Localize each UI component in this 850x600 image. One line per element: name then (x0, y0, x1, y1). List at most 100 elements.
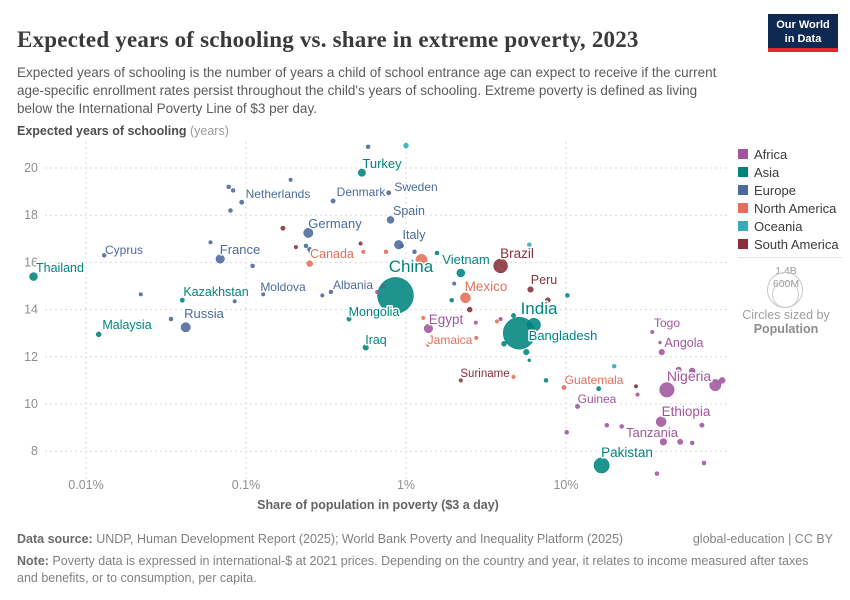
point-egypt[interactable] (423, 323, 433, 334)
data-point[interactable] (449, 297, 454, 303)
data-point[interactable] (365, 144, 371, 150)
data-point[interactable] (226, 184, 231, 190)
point-netherlands[interactable] (239, 199, 245, 205)
point-turkey[interactable] (357, 168, 366, 177)
point-mongolia[interactable] (346, 316, 352, 322)
license-link[interactable]: global-education | CC BY (692, 532, 833, 546)
data-point[interactable] (527, 358, 532, 363)
data-point[interactable] (611, 363, 617, 369)
point-suriname[interactable] (458, 378, 463, 383)
data-point[interactable] (412, 249, 417, 255)
data-point[interactable] (654, 471, 660, 476)
data-point[interactable] (434, 250, 440, 256)
point-iraq[interactable] (362, 344, 369, 351)
point-china[interactable] (377, 277, 414, 314)
data-point[interactable] (494, 319, 499, 324)
legend-item-africa[interactable]: Africa (738, 145, 839, 163)
point-canada[interactable] (306, 260, 313, 267)
point-malaysia[interactable] (95, 331, 102, 338)
legend-item-oceania[interactable]: Oceania (738, 217, 839, 235)
data-point[interactable] (399, 243, 404, 249)
data-point[interactable] (308, 249, 314, 255)
data-point[interactable] (498, 316, 503, 322)
point-pakistan[interactable] (593, 457, 610, 474)
data-point[interactable] (596, 386, 602, 392)
data-point[interactable] (230, 188, 236, 193)
data-point[interactable] (511, 374, 516, 379)
point-guatemala[interactable] (561, 385, 567, 390)
data-point[interactable] (635, 392, 640, 397)
data-point[interactable] (452, 281, 457, 286)
point-brazil[interactable] (493, 258, 508, 274)
data-point[interactable] (523, 349, 530, 356)
point-bangladesh[interactable] (526, 317, 541, 332)
point-togo[interactable] (650, 329, 655, 335)
data-point[interactable] (658, 340, 662, 345)
data-point[interactable] (466, 306, 473, 313)
point-cyprus[interactable] (101, 253, 107, 258)
point-mexico[interactable] (460, 292, 471, 304)
data-point[interactable] (718, 377, 726, 384)
data-point[interactable] (545, 297, 551, 303)
point-tanzania[interactable] (659, 438, 667, 446)
data-point[interactable] (701, 460, 707, 466)
legend-item-europe[interactable]: Europe (738, 181, 839, 199)
data-point[interactable] (473, 320, 478, 325)
data-point[interactable] (378, 187, 383, 192)
point-france[interactable] (215, 254, 225, 264)
point-peru[interactable] (527, 286, 534, 293)
data-point[interactable] (293, 245, 298, 250)
owid-logo[interactable]: Our World in Data (768, 14, 838, 52)
point-nigeria[interactable] (659, 382, 675, 398)
data-point[interactable] (511, 313, 516, 318)
data-point[interactable] (228, 208, 233, 213)
point-germany[interactable] (303, 227, 314, 238)
data-point[interactable] (383, 249, 389, 255)
data-point[interactable] (232, 299, 237, 304)
data-point[interactable] (168, 316, 174, 322)
data-point[interactable] (320, 293, 325, 298)
point-russia[interactable] (180, 322, 191, 333)
point-kazakhstan[interactable] (179, 297, 185, 303)
data-point[interactable] (358, 241, 363, 246)
data-point[interactable] (375, 289, 380, 294)
point-guinea[interactable] (575, 403, 580, 409)
point-vietnam[interactable] (456, 268, 466, 278)
data-point[interactable] (543, 378, 549, 383)
data-point[interactable] (426, 343, 430, 347)
data-point[interactable] (604, 422, 610, 428)
data-point[interactable] (677, 438, 684, 445)
point-denmark[interactable] (330, 198, 336, 204)
point-thailand[interactable] (29, 272, 38, 281)
point-ethiopia[interactable] (655, 416, 667, 427)
legend-item-south-america[interactable]: South America (738, 235, 839, 253)
data-point[interactable] (250, 263, 255, 269)
data-point[interactable] (709, 379, 722, 392)
data-point[interactable] (280, 225, 286, 231)
data-point[interactable] (421, 315, 426, 320)
point-jamaica[interactable] (474, 335, 479, 340)
data-point[interactable] (564, 430, 569, 435)
data-point[interactable] (689, 440, 695, 446)
data-point[interactable] (619, 424, 624, 429)
legend-item-north-america[interactable]: North America (738, 199, 839, 217)
data-point[interactable] (403, 142, 409, 149)
point-angola[interactable] (658, 349, 665, 356)
data-point[interactable] (415, 254, 428, 266)
data-point[interactable] (527, 242, 532, 247)
legend-item-asia[interactable]: Asia (738, 163, 839, 181)
data-point[interactable] (361, 249, 366, 254)
data-point[interactable] (381, 283, 386, 289)
point-sweden[interactable] (386, 190, 392, 196)
data-point[interactable] (208, 240, 213, 245)
point-albania[interactable] (328, 289, 334, 295)
data-point[interactable] (675, 366, 682, 373)
data-point[interactable] (633, 384, 639, 389)
point-spain[interactable] (386, 216, 395, 224)
data-point[interactable] (688, 367, 696, 375)
point-moldova[interactable] (261, 292, 266, 297)
data-point[interactable] (288, 177, 293, 182)
data-point[interactable] (138, 292, 143, 297)
data-point[interactable] (565, 293, 570, 298)
data-point[interactable] (699, 422, 705, 428)
